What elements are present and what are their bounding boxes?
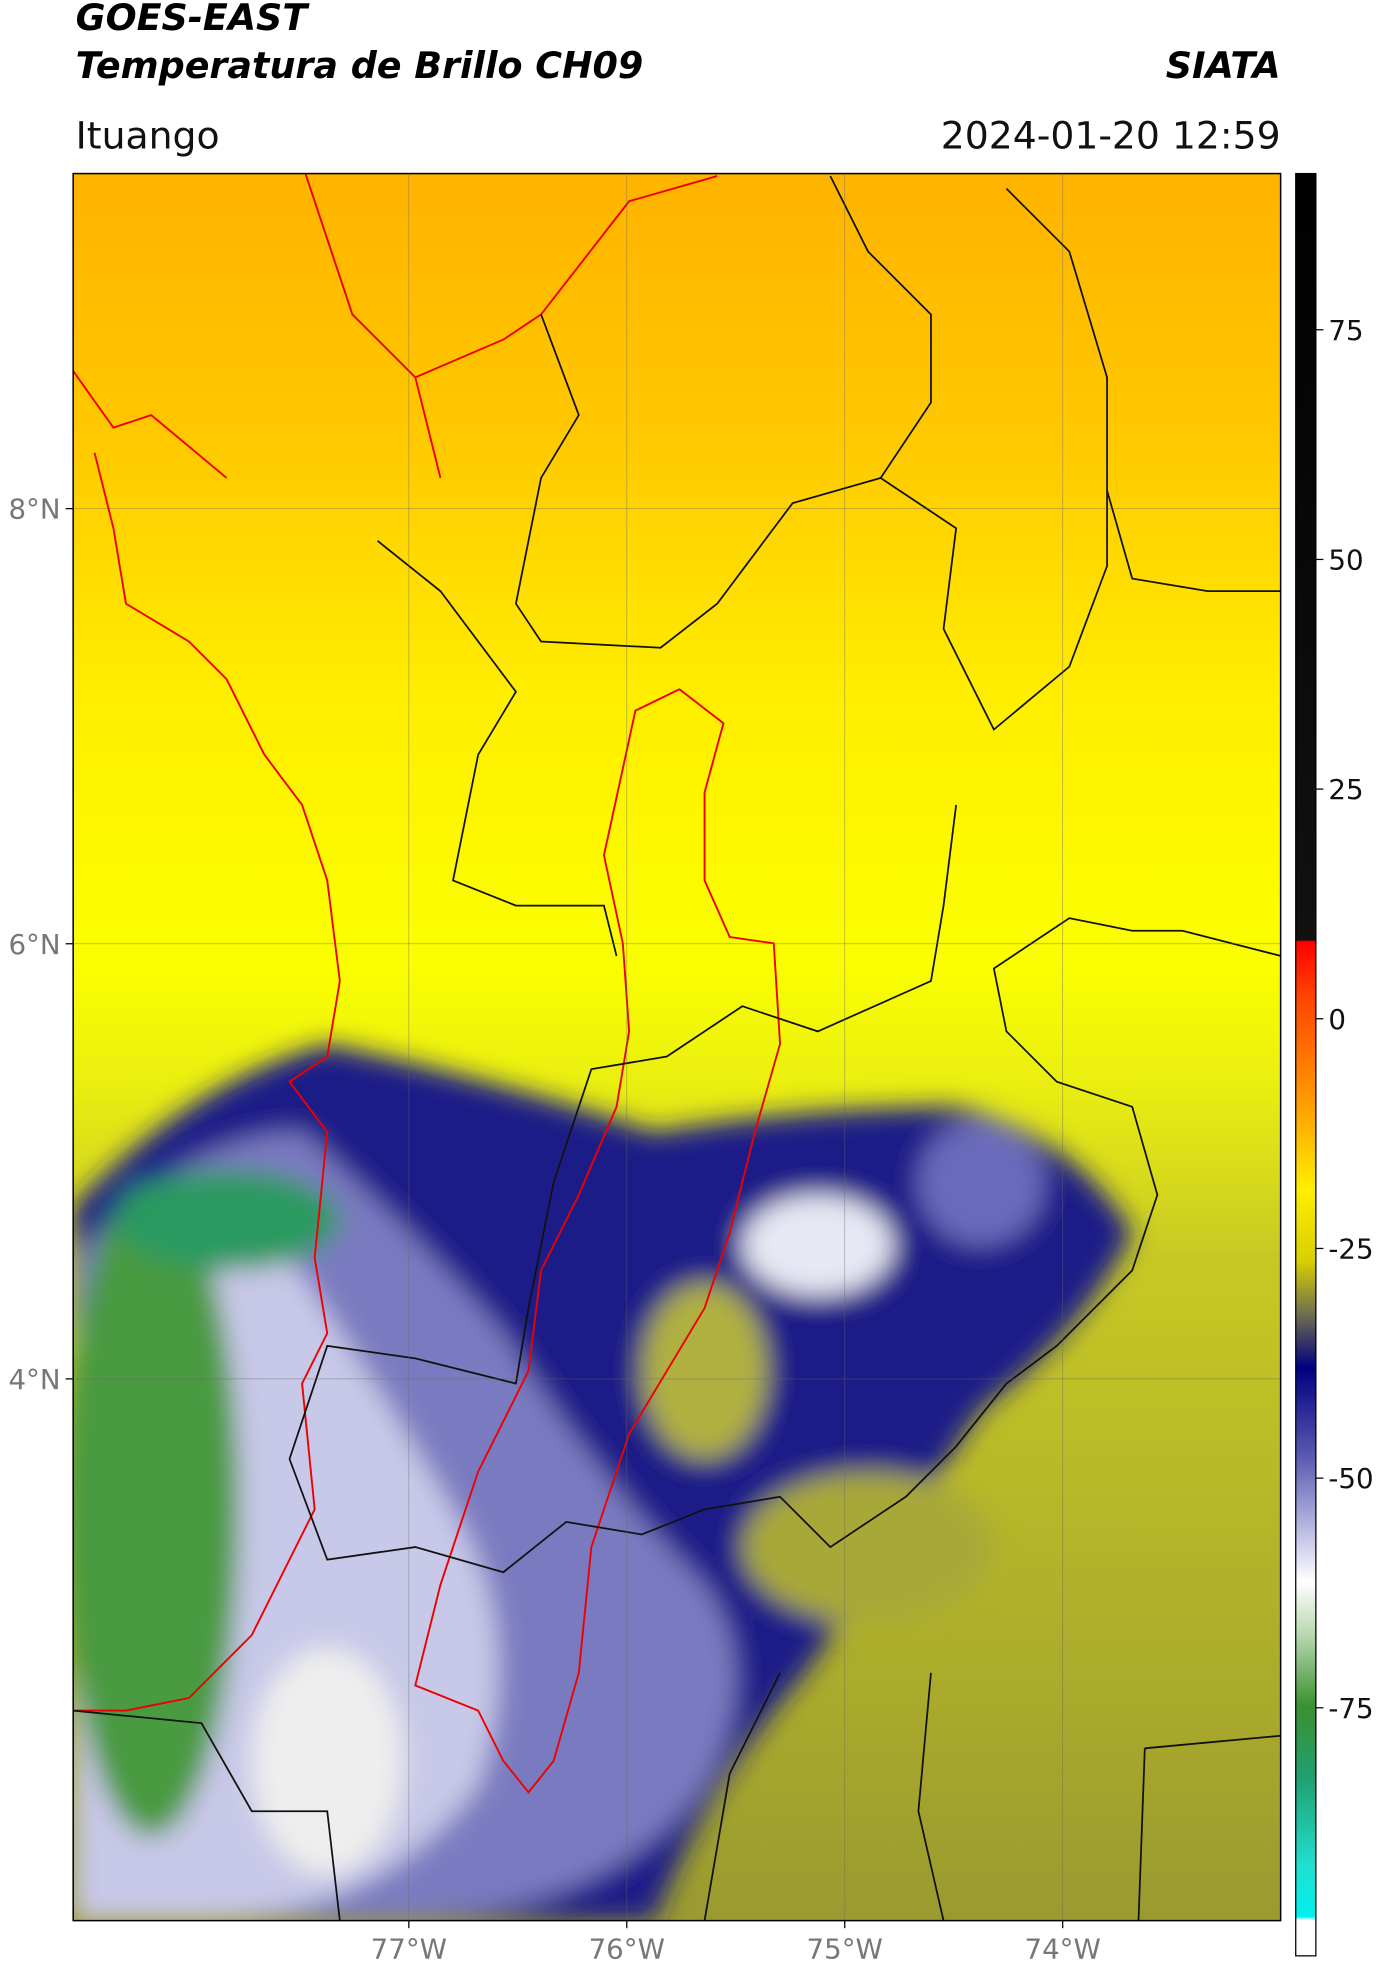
y-tick-label: 4°N xyxy=(8,1363,60,1396)
colorbar-label: -50 xyxy=(1328,1462,1373,1495)
x-tick-label: 77°W xyxy=(371,1932,447,1965)
x-tick-label: 75°W xyxy=(807,1932,883,1965)
colorbar-label: 0 xyxy=(1328,1003,1346,1036)
colorbar-label: -25 xyxy=(1328,1233,1373,1266)
y-tick-label: 8°N xyxy=(8,493,60,526)
source: SIATA xyxy=(1166,44,1281,87)
colorbar-label: -75 xyxy=(1328,1692,1373,1725)
x-tick-label: 74°W xyxy=(1024,1932,1100,1965)
datetime: 2024-01-20 12:59 xyxy=(941,113,1281,157)
admin-boundaries xyxy=(73,175,1281,1921)
x-tick-label: 76°W xyxy=(589,1932,665,1965)
map-frame xyxy=(72,172,1282,1922)
title: GOES-EAST xyxy=(76,0,311,39)
cloud-field xyxy=(73,1043,1133,1921)
y-tick-label: 6°N xyxy=(8,928,60,961)
region-outline xyxy=(414,688,781,1794)
coastline xyxy=(73,173,718,1712)
colorbar-label: 50 xyxy=(1328,543,1363,576)
colorbar-label: 25 xyxy=(1328,773,1363,806)
colorbar-label: 75 xyxy=(1328,314,1363,347)
map xyxy=(73,173,1281,1921)
location: Ituango xyxy=(76,113,220,157)
subtitle: Temperatura de Brillo CH09 xyxy=(76,44,644,87)
colorbar xyxy=(1295,172,1317,1957)
